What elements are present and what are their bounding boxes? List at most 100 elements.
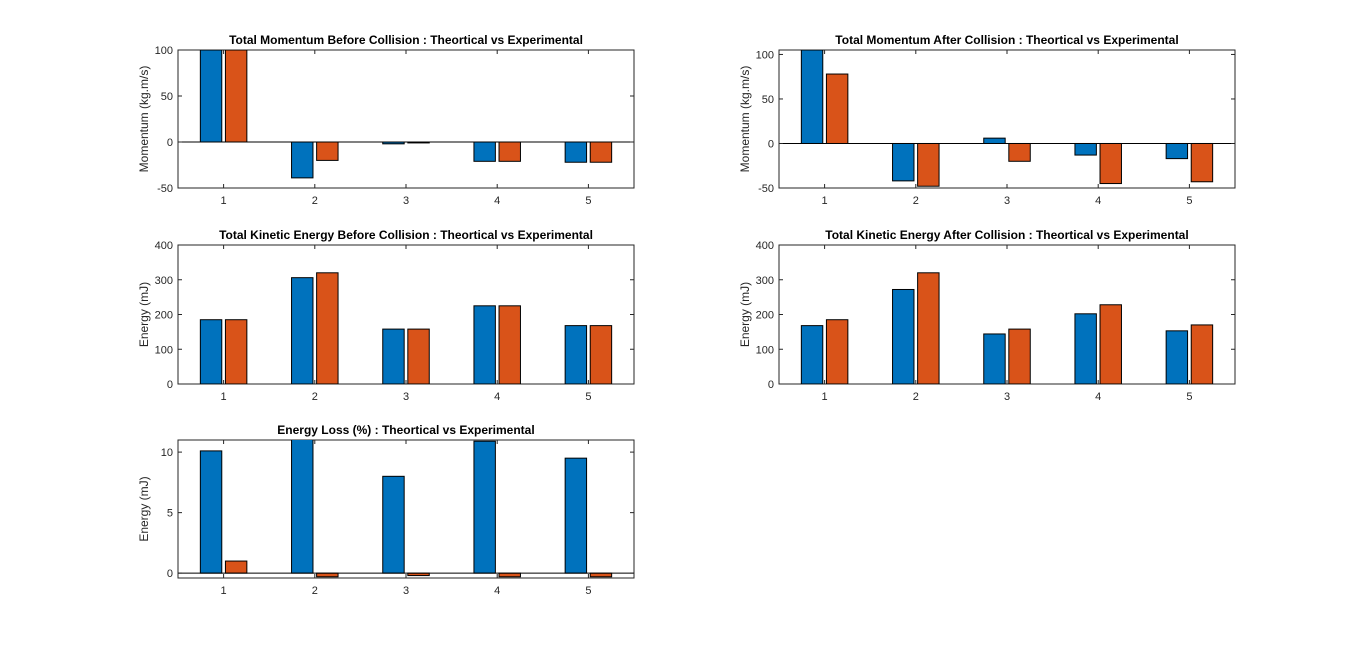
y-axis-label: Energy (mJ) [137, 476, 151, 541]
bar-theoretical-4 [1074, 142, 1097, 156]
bar-theoretical-2 [892, 142, 915, 182]
bar-theoretical-4 [473, 141, 496, 162]
bar-theoretical-5 [564, 325, 588, 384]
x-tick-label: 1 [221, 585, 227, 597]
bar-experimental-4 [498, 141, 521, 162]
bar-theoretical-5 [564, 457, 588, 574]
bar-experimental-5 [589, 325, 613, 384]
bar-theoretical-2 [291, 277, 314, 384]
bar-theoretical-3 [382, 328, 405, 384]
bar-theoretical-2 [291, 141, 314, 179]
chart-title: Total Momentum Before Collision : Theort… [229, 33, 583, 47]
y-tick-label: 0 [167, 379, 173, 391]
bar-experimental-2 [316, 272, 339, 384]
bar-experimental-5 [589, 141, 613, 163]
chart-title: Total Kinetic Energy Before Collision : … [219, 228, 593, 242]
bar-theoretical-3 [382, 475, 405, 574]
bar-theoretical-3 [983, 137, 1006, 144]
bar-theoretical-3 [983, 333, 1006, 384]
bar-experimental-5 [1190, 324, 1214, 384]
y-axis-label: Momentum (kg.m/s) [137, 66, 151, 173]
y-tick-label: -50 [758, 183, 774, 195]
y-tick-label: 0 [167, 568, 173, 580]
y-tick-label: 0 [167, 137, 173, 149]
x-tick-label: 1 [822, 391, 828, 403]
y-tick-label: 100 [155, 344, 173, 356]
y-tick-label: 50 [161, 91, 173, 103]
bar-theoretical-1 [199, 319, 223, 384]
x-tick-label: 2 [312, 391, 318, 403]
axes-box [778, 244, 1236, 385]
bar-experimental-1 [825, 319, 849, 384]
x-tick-label: 3 [403, 585, 409, 597]
chart-5: 0 5 10 1 2 3 4 5 Energy Loss (%) : Theortical vs… [137, 423, 635, 597]
bar-experimental-1 [224, 319, 248, 384]
x-tick-label: 5 [1186, 391, 1192, 403]
y-tick-label: 50 [762, 94, 774, 106]
y-tick-label: 400 [756, 240, 774, 252]
axes-box [177, 49, 635, 189]
bar-experimental-4 [498, 305, 521, 384]
y-axis-label: Energy (mJ) [137, 282, 151, 347]
bar-theoretical-5 [1165, 330, 1189, 384]
chart-1: -50 0 50 100 1 2 3 4 5 Total Momentum Before Coll… [137, 33, 635, 207]
bar-theoretical-5 [1165, 142, 1189, 160]
bar-theoretical-1 [800, 325, 824, 384]
y-axis-label: Momentum (kg.m/s) [738, 66, 752, 173]
x-tick-label: 5 [585, 391, 591, 403]
x-tick-label: 2 [913, 391, 919, 403]
x-tick-label: 1 [221, 195, 227, 207]
x-tick-label: 3 [403, 195, 409, 207]
bar-experimental-5 [589, 572, 613, 578]
bar-theoretical-5 [564, 141, 588, 163]
y-tick-label: 5 [167, 508, 173, 520]
bar-experimental-1 [224, 560, 248, 574]
axes-box [778, 49, 1236, 189]
x-tick-label: 1 [822, 195, 828, 207]
bar-experimental-4 [1099, 304, 1122, 384]
x-tick-label: 4 [1095, 391, 1101, 403]
bar-experimental-4 [1099, 142, 1122, 185]
bars [800, 50, 1214, 187]
y-tick-label: 400 [155, 240, 173, 252]
bar-experimental-2 [316, 572, 339, 578]
bars [199, 272, 613, 384]
x-tick-label: 4 [494, 391, 500, 403]
bar-theoretical-4 [1074, 313, 1097, 384]
bar-experimental-3 [1008, 142, 1031, 162]
bar-experimental-2 [316, 141, 339, 161]
y-tick-label: 100 [756, 344, 774, 356]
bar-theoretical-4 [473, 440, 496, 574]
chart-3: 0 100 200 300 400 1 2 3 4 5 Total Kinetic Energy B… [137, 228, 635, 403]
bar-theoretical-2 [291, 440, 314, 574]
x-tick-label: 4 [1095, 195, 1101, 207]
y-tick-label: 100 [756, 49, 774, 61]
bar-experimental-3 [407, 328, 430, 384]
bars [800, 272, 1214, 384]
x-tick-label: 3 [1004, 195, 1010, 207]
y-tick-label: 200 [155, 310, 173, 322]
axes-box [177, 439, 635, 579]
x-tick-label: 4 [494, 585, 500, 597]
x-tick-label: 1 [221, 391, 227, 403]
bar-experimental-3 [1008, 328, 1031, 384]
bar-experimental-2 [917, 142, 940, 187]
y-tick-label: 0 [768, 138, 774, 150]
bar-experimental-1 [224, 50, 248, 143]
x-tick-label: 4 [494, 195, 500, 207]
x-tick-label: 3 [1004, 391, 1010, 403]
y-axis-label: Energy (mJ) [738, 282, 752, 347]
y-tick-label: 300 [756, 275, 774, 287]
x-tick-label: 5 [585, 195, 591, 207]
chart-2: -50 0 50 100 1 2 3 4 5 Total Momentum After Colli… [738, 33, 1236, 207]
chart-title: Total Kinetic Energy After Collision : T… [825, 228, 1188, 242]
x-tick-label: 2 [312, 195, 318, 207]
y-tick-label: 300 [155, 275, 173, 287]
y-tick-label: 100 [155, 45, 173, 57]
bar-experimental-5 [1190, 142, 1214, 183]
chart-title: Total Momentum After Collision : Theorti… [835, 33, 1178, 47]
y-tick-label: 200 [756, 310, 774, 322]
x-tick-label: 3 [403, 391, 409, 403]
